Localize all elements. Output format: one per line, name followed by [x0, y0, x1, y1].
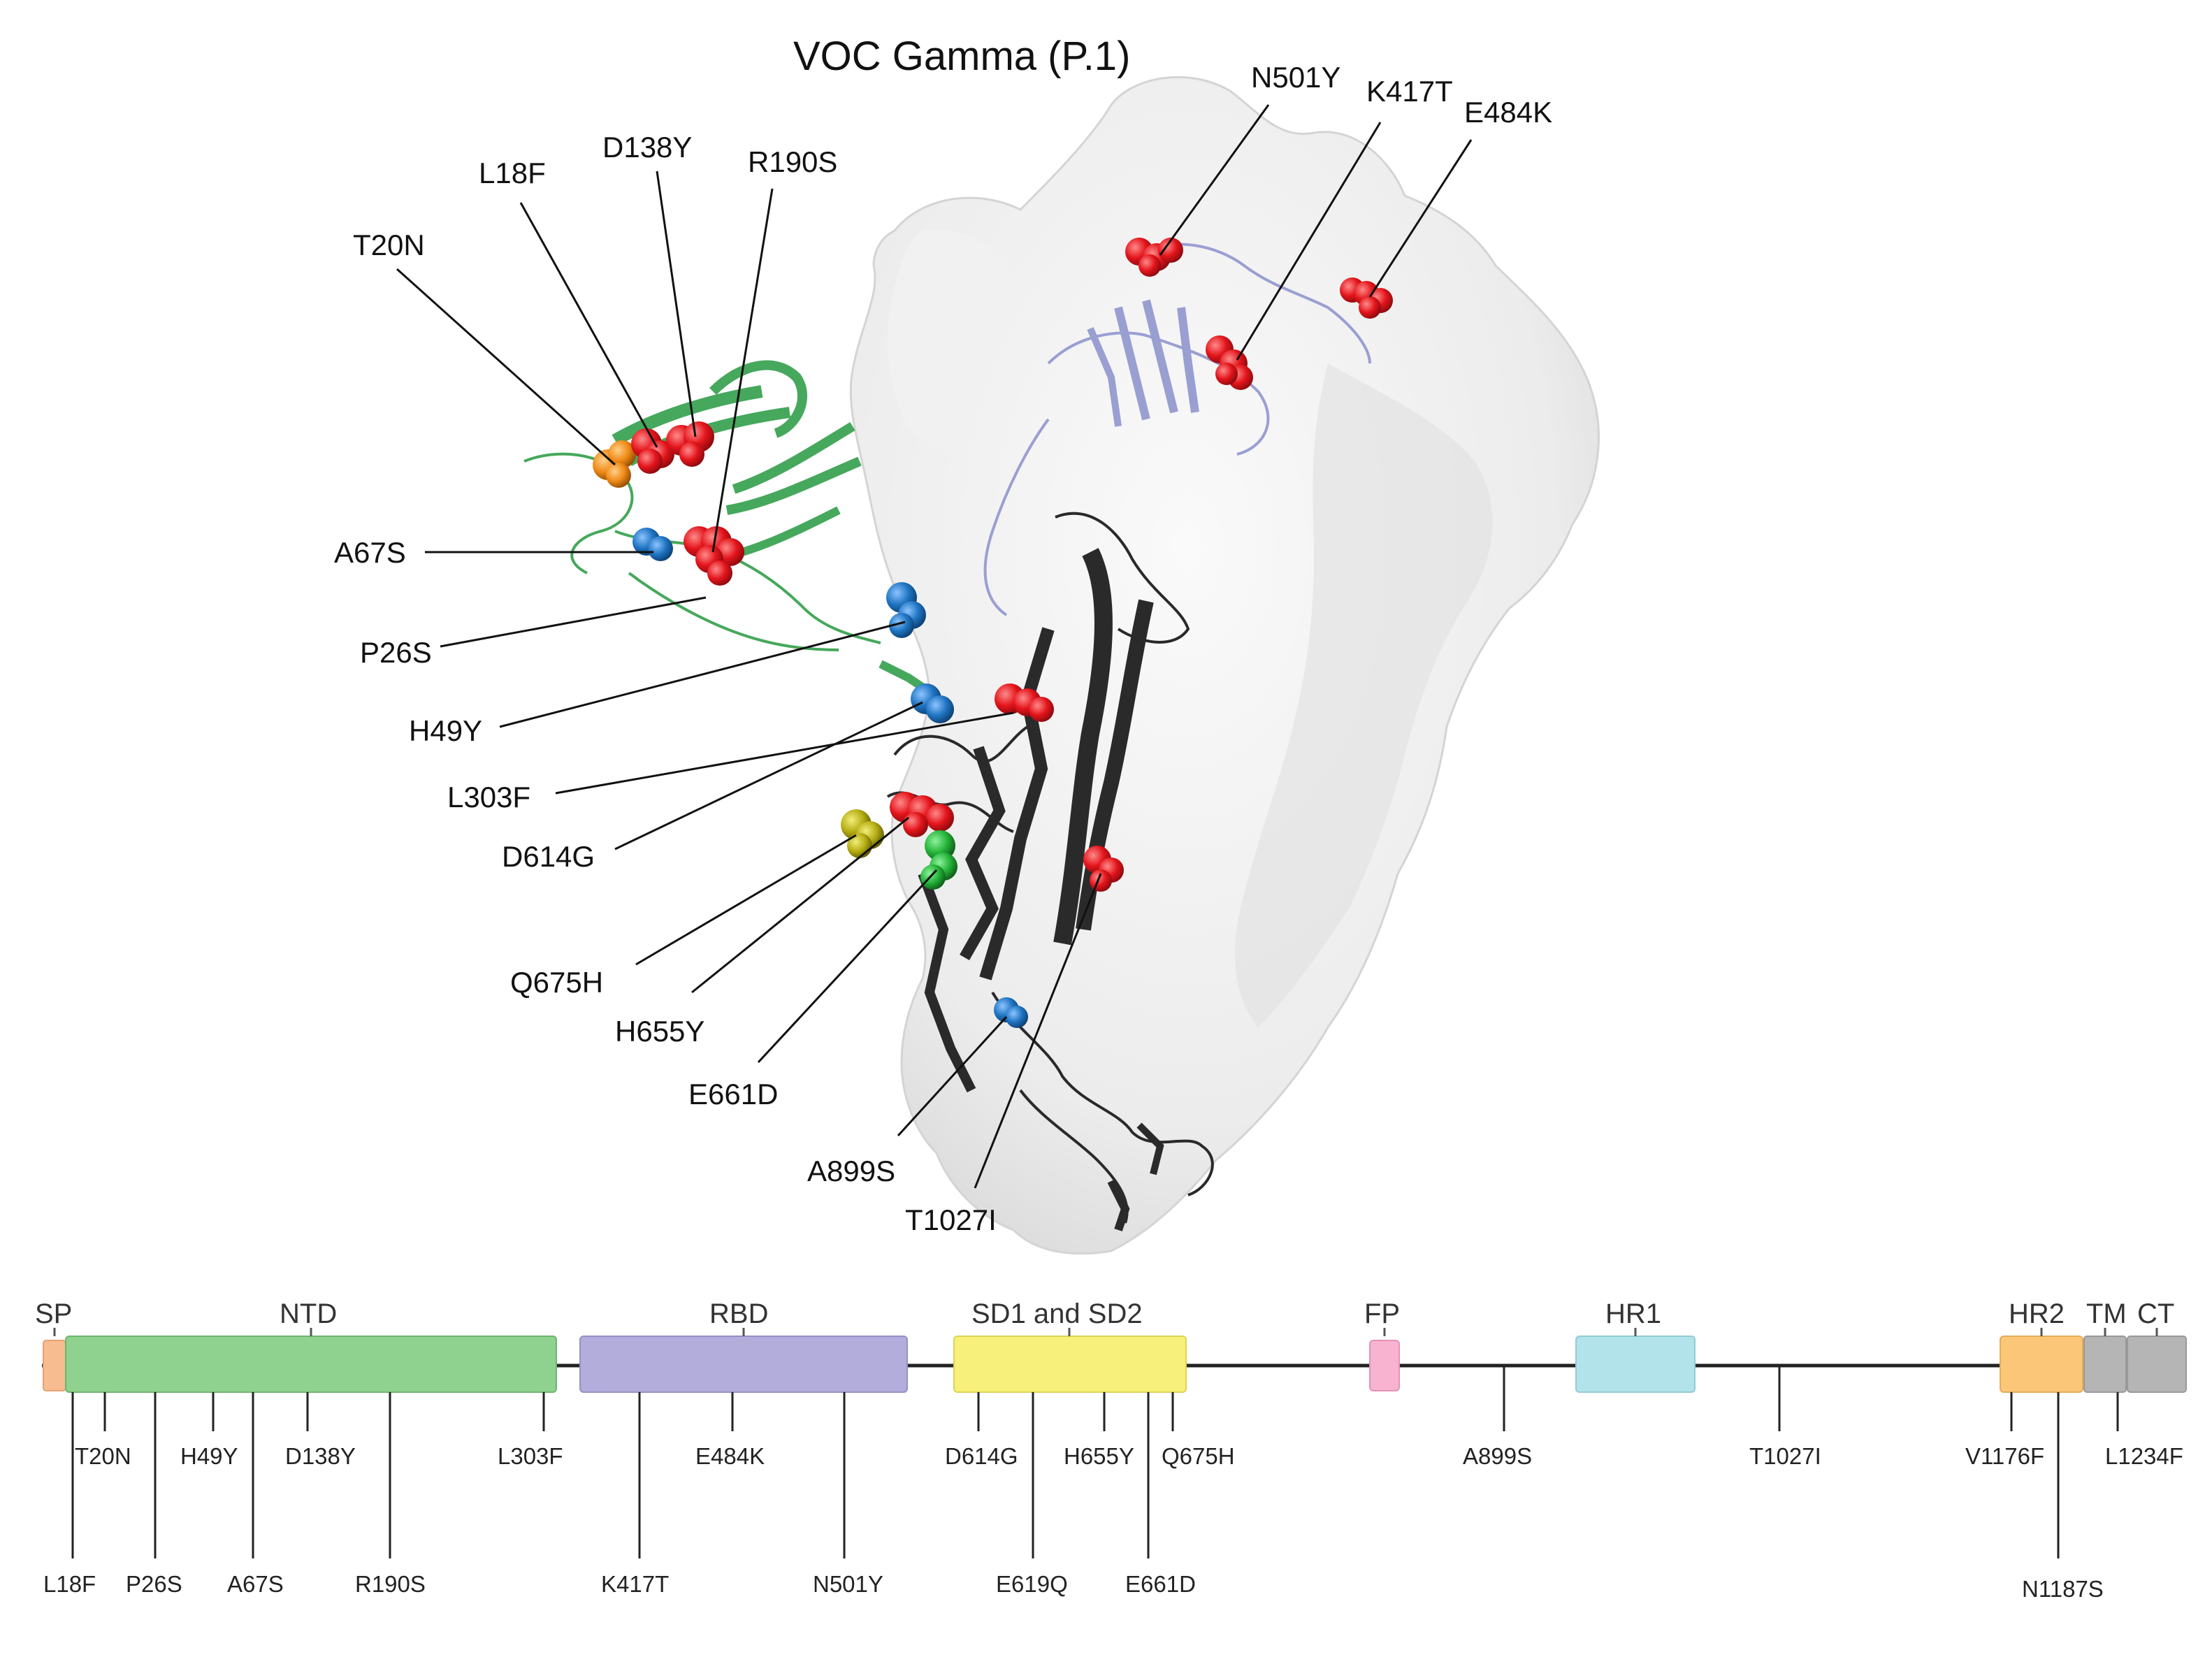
site-l1234f: L1234F	[2105, 1443, 2183, 1469]
site-v1176f: V1176F	[1965, 1443, 2044, 1469]
structure-labels: N501Y K417T E484K D138Y L18F R190S T20N …	[334, 61, 1552, 1236]
site-r190s: R190S	[355, 1571, 426, 1597]
site-n1187s: N1187S	[2022, 1576, 2104, 1602]
label-t20n: T20N	[353, 229, 425, 261]
site-l303f: L303F	[498, 1443, 563, 1469]
d138y-sphere	[666, 421, 714, 467]
domain-label-sp: SP	[35, 1298, 72, 1329]
domain-box-rbd	[579, 1336, 908, 1393]
h655y-sphere	[890, 792, 954, 837]
site-e484k: E484K	[695, 1443, 765, 1469]
label-h655y: H655Y	[615, 1015, 704, 1048]
label-l303f: L303F	[447, 781, 530, 813]
e484k-sphere	[1340, 277, 1393, 319]
t20n-sphere	[593, 440, 636, 488]
label-d138y: D138Y	[602, 131, 692, 164]
domain-label-hr1: HR1	[1605, 1298, 1661, 1329]
a67s-sphere	[632, 528, 673, 561]
leader-lines	[396, 104, 1473, 1189]
q675h-sphere	[841, 809, 884, 858]
domain-box-tm	[2083, 1336, 2127, 1393]
label-e484k: E484K	[1464, 96, 1552, 129]
domain-label-ct: CT	[2137, 1298, 2174, 1329]
domain-box-sd	[953, 1336, 1187, 1393]
site-l18f: L18F	[43, 1571, 96, 1597]
domain-label-tm: TM	[2086, 1298, 2127, 1329]
lower-site-ticks	[71, 1392, 2060, 1558]
a899s-sphere	[994, 997, 1028, 1028]
domain-box-fp	[1369, 1340, 1400, 1391]
domain-map: SP NTD RBD SD1 and SD2 FP HR1 HR2 TM CT	[35, 1298, 2187, 1602]
label-n501y: N501Y	[1251, 61, 1340, 94]
upper-site-ticks	[103, 1366, 2119, 1431]
site-a67s: A67S	[227, 1571, 284, 1597]
domain-box-hr1	[1575, 1336, 1696, 1393]
r190s-sphere	[684, 526, 744, 586]
domain-box-ct	[2127, 1336, 2187, 1393]
label-d614g: D614G	[502, 840, 595, 873]
label-e661d: E661D	[688, 1078, 778, 1110]
site-k417t: K417T	[601, 1571, 669, 1597]
site-p26s: P26S	[126, 1571, 182, 1597]
rbd-ribbon	[983, 243, 1371, 616]
label-p26s: P26S	[360, 636, 432, 669]
site-d138y: D138Y	[285, 1443, 356, 1469]
domain-box-ntd	[65, 1336, 557, 1393]
label-k417t: K417T	[1366, 75, 1453, 108]
site-e661d: E661D	[1125, 1571, 1196, 1597]
domain-label-sd: SD1 and SD2	[971, 1298, 1143, 1329]
domain-label-rbd: RBD	[709, 1298, 768, 1329]
site-d614g: D614G	[945, 1443, 1018, 1469]
k417t-sphere	[1206, 335, 1253, 390]
label-h49y: H49Y	[409, 714, 482, 747]
label-q675h: Q675H	[510, 966, 603, 999]
site-q675h: Q675H	[1162, 1443, 1235, 1469]
l303f-sphere	[911, 683, 954, 723]
site-h655y: H655Y	[1064, 1443, 1134, 1469]
site-a899s: A899S	[1463, 1443, 1532, 1469]
l18f-sphere	[631, 428, 674, 474]
label-r190s: R190S	[748, 145, 837, 178]
site-h49y: H49Y	[180, 1443, 238, 1469]
domain-label-fp: FP	[1364, 1298, 1400, 1329]
domain-label-ntd: NTD	[280, 1298, 337, 1329]
site-t1027i: T1027I	[1749, 1443, 1821, 1469]
e661d-sphere	[920, 830, 957, 890]
label-l18f: L18F	[479, 157, 546, 189]
label-a67s: A67S	[334, 536, 406, 569]
spike-surface	[849, 75, 1600, 1255]
domain-label-hr2: HR2	[2009, 1298, 2065, 1329]
site-n501y: N501Y	[813, 1571, 883, 1597]
label-a899s: A899S	[807, 1155, 895, 1187]
domain-box-sp	[43, 1340, 66, 1391]
domain-box-hr2	[2000, 1336, 2083, 1393]
label-t1027i: T1027I	[905, 1203, 997, 1236]
d614g-sphere	[995, 683, 1054, 722]
site-e619q: E619Q	[996, 1571, 1068, 1597]
site-t20n: T20N	[75, 1443, 131, 1469]
figure-title: VOC Gamma (P.1)	[793, 34, 1130, 79]
